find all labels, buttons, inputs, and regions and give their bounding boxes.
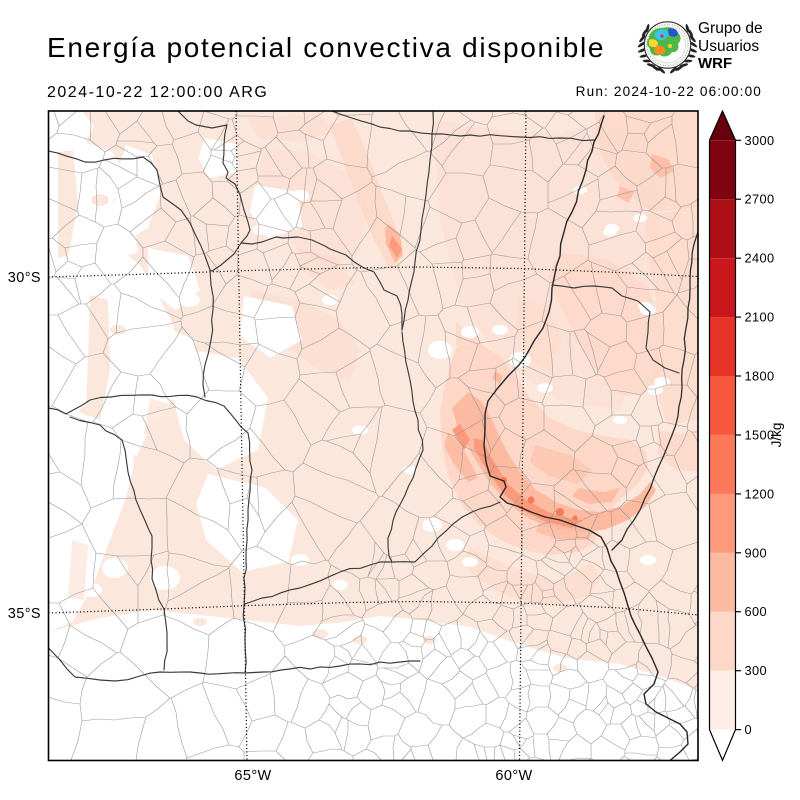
svg-text:65°W: 65°W (234, 768, 271, 784)
svg-text:1200: 1200 (745, 486, 775, 501)
svg-text:35°S: 35°S (8, 606, 41, 622)
svg-text:2024-10-22 12:00:00 ARG: 2024-10-22 12:00:00 ARG (47, 84, 268, 101)
svg-text:Run: 2024-10-22 06:00:00: Run: 2024-10-22 06:00:00 (576, 84, 762, 99)
svg-text:2700: 2700 (745, 192, 775, 207)
svg-text:1500: 1500 (745, 428, 775, 443)
svg-text:WRF: WRF (698, 55, 732, 72)
svg-text:Usuarios: Usuarios (698, 38, 759, 55)
svg-text:30°S: 30°S (8, 270, 41, 286)
svg-text:2400: 2400 (745, 251, 775, 266)
svg-text:Grupo de: Grupo de (698, 20, 763, 37)
svg-text:Energía potencial convectiva d: Energía potencial convectiva disponible (47, 32, 605, 63)
svg-text:900: 900 (745, 545, 768, 560)
svg-text:3000: 3000 (745, 133, 775, 148)
svg-text:2100: 2100 (745, 310, 775, 325)
svg-text:1800: 1800 (745, 369, 775, 384)
svg-text:0: 0 (745, 722, 753, 737)
svg-text:60°W: 60°W (495, 768, 532, 784)
svg-text:600: 600 (745, 604, 768, 619)
svg-text:300: 300 (745, 663, 768, 678)
svg-text:J/kg: J/kg (769, 423, 784, 448)
